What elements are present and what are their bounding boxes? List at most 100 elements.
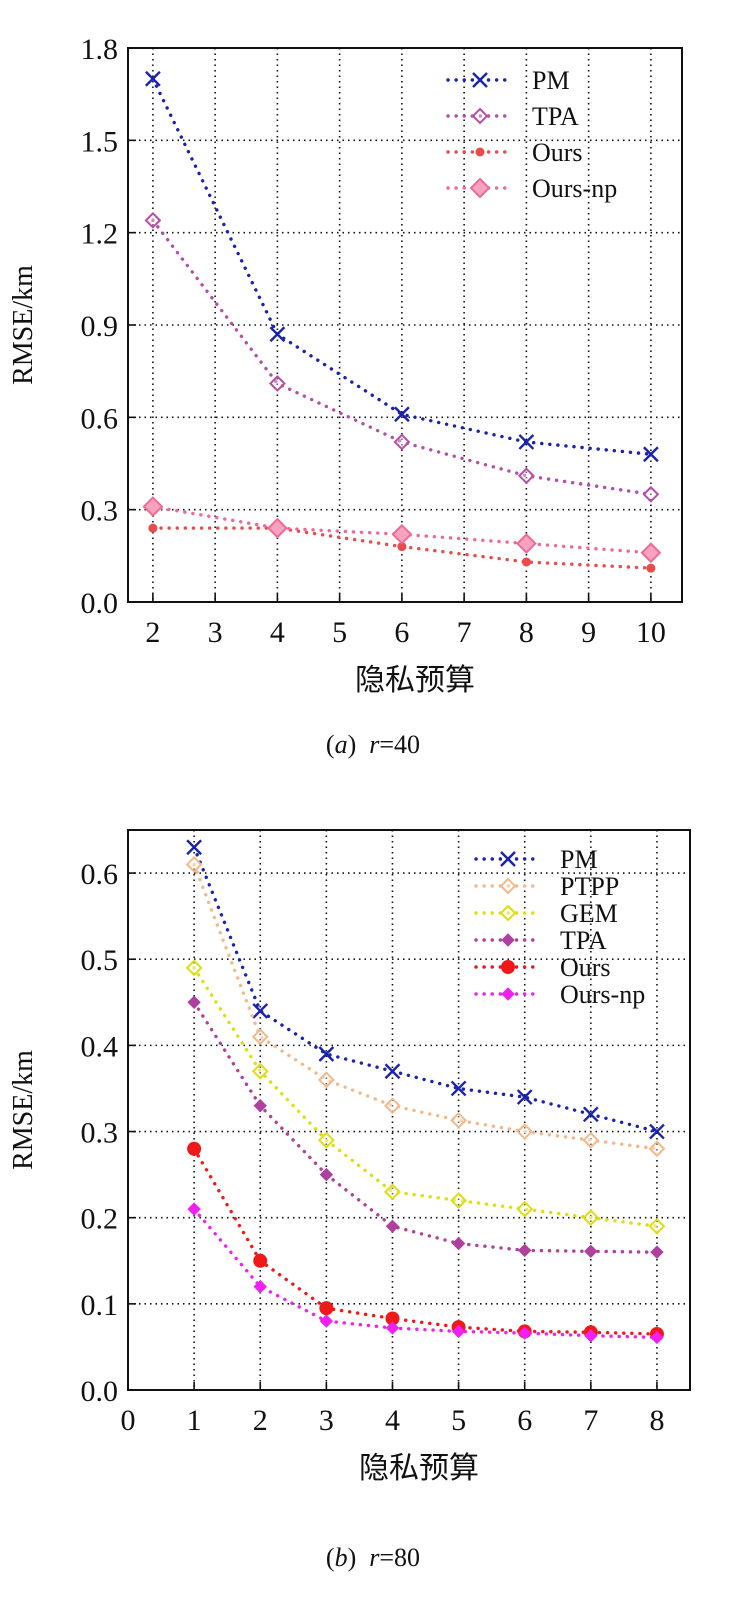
x-tick-label: 10 (636, 616, 666, 649)
data-point (187, 1141, 202, 1156)
data-point (582, 1131, 600, 1149)
data-point (253, 1253, 268, 1268)
data-point (186, 839, 202, 856)
data-point (450, 1111, 468, 1129)
y-tick-label: 0.1 (81, 1289, 119, 1322)
y-tick-label: 0.6 (81, 402, 119, 435)
data-point (518, 434, 535, 450)
data-point (318, 1046, 335, 1062)
x-tick-label: 4 (270, 616, 285, 649)
data-point (268, 375, 286, 392)
series-line (151, 218, 653, 496)
x-tick-label: 7 (457, 616, 472, 649)
data-point (251, 1062, 269, 1080)
series-line (151, 77, 653, 456)
y-tick-label: 0.3 (81, 495, 119, 528)
data-point (584, 1244, 598, 1258)
y-tick-label: 1.8 (81, 33, 119, 66)
series-line (192, 845, 659, 1134)
x-tick-label: 7 (583, 1404, 598, 1437)
data-point (148, 523, 158, 533)
data-point (394, 406, 410, 423)
caption-a-tag: a (334, 730, 348, 759)
caption-a: (a) r=40 (325, 730, 421, 759)
data-point (266, 517, 288, 539)
data-point (253, 1098, 267, 1113)
data-point (451, 1324, 466, 1339)
chart-a-grid (128, 48, 682, 602)
data-point (650, 1245, 664, 1259)
data-point (393, 433, 411, 451)
data-point (142, 496, 164, 518)
y-tick-label: 1.2 (81, 218, 119, 251)
x-tick-label: 6 (517, 1404, 532, 1437)
legend-label: PM (532, 66, 570, 95)
x-tick-label: 9 (581, 616, 596, 649)
caption-a-eq: =40 (379, 730, 421, 759)
legend-marker (471, 107, 489, 125)
legend-label: GEM (560, 899, 618, 928)
x-tick-label: 3 (208, 616, 223, 649)
legend-label: Ours-np (560, 980, 645, 1009)
data-point (450, 1080, 467, 1097)
chart-b-plot-frame (127, 829, 691, 1391)
series-line (192, 1147, 659, 1336)
data-point (521, 557, 531, 567)
data-point (384, 1063, 401, 1080)
data-point (317, 1131, 335, 1149)
data-point (319, 1167, 334, 1182)
legend-marker (501, 987, 515, 1001)
legend-label: Ours (532, 138, 583, 167)
data-point (145, 70, 161, 87)
chart-b-x-axis-label: 隐私预算 (359, 1452, 479, 1485)
chart-a: 2 3 4 5 6 7 8 9 10 0.0 0.3 0.6 0.9 1.2 1.5 1.8 隐私预算 RMSE/… (8, 33, 683, 697)
caption-b-var: r (369, 1543, 380, 1572)
caption-b-tag: b (334, 1543, 348, 1572)
data-point (384, 1097, 401, 1115)
y-tick-label: 0.5 (81, 944, 119, 977)
data-point (450, 1192, 468, 1209)
x-tick-label: 2 (145, 616, 160, 649)
legend-marker (501, 960, 515, 974)
legend-marker (499, 877, 517, 895)
y-tick-label: 0.0 (81, 1375, 119, 1408)
data-point (517, 1326, 532, 1340)
chart-a-x-axis-label: 隐私预算 (355, 664, 475, 697)
caption-a-var: r (369, 730, 380, 759)
series-line (192, 1207, 659, 1340)
chart-a-series-tpa (144, 211, 660, 503)
legend-marker (501, 933, 515, 947)
data-point (646, 563, 656, 573)
data-point (269, 326, 286, 343)
chart-b-series-ptpp (185, 856, 666, 1158)
x-tick-label: 8 (649, 1404, 664, 1437)
data-point (516, 1200, 534, 1218)
x-tick-label: 5 (451, 1404, 466, 1437)
legend-label: PM (560, 845, 598, 874)
data-point (385, 1321, 400, 1335)
data-point (187, 1202, 201, 1216)
data-point (650, 1330, 664, 1345)
x-tick-label: 3 (319, 1404, 334, 1437)
data-point (185, 856, 203, 873)
chart-b-y-axis-label: RMSE/km (8, 1050, 39, 1170)
x-tick-label: 0 (121, 1404, 136, 1437)
data-point (144, 211, 162, 229)
chart-a-series-ours-np (142, 496, 662, 564)
legend-marker (499, 904, 517, 922)
data-point (640, 542, 662, 564)
caption-b: (b) r=80 (325, 1543, 421, 1572)
legend-label: TPA (532, 102, 579, 131)
series-line (192, 966, 659, 1229)
data-point (648, 1217, 666, 1235)
series-line (192, 1000, 659, 1254)
data-point (397, 542, 407, 552)
data-point (319, 1314, 334, 1328)
data-point (385, 1219, 400, 1234)
data-point (251, 1028, 269, 1046)
chart-b-series-ours-np (187, 1202, 664, 1345)
data-point (391, 523, 413, 545)
x-tick-label: 1 (187, 1404, 202, 1437)
